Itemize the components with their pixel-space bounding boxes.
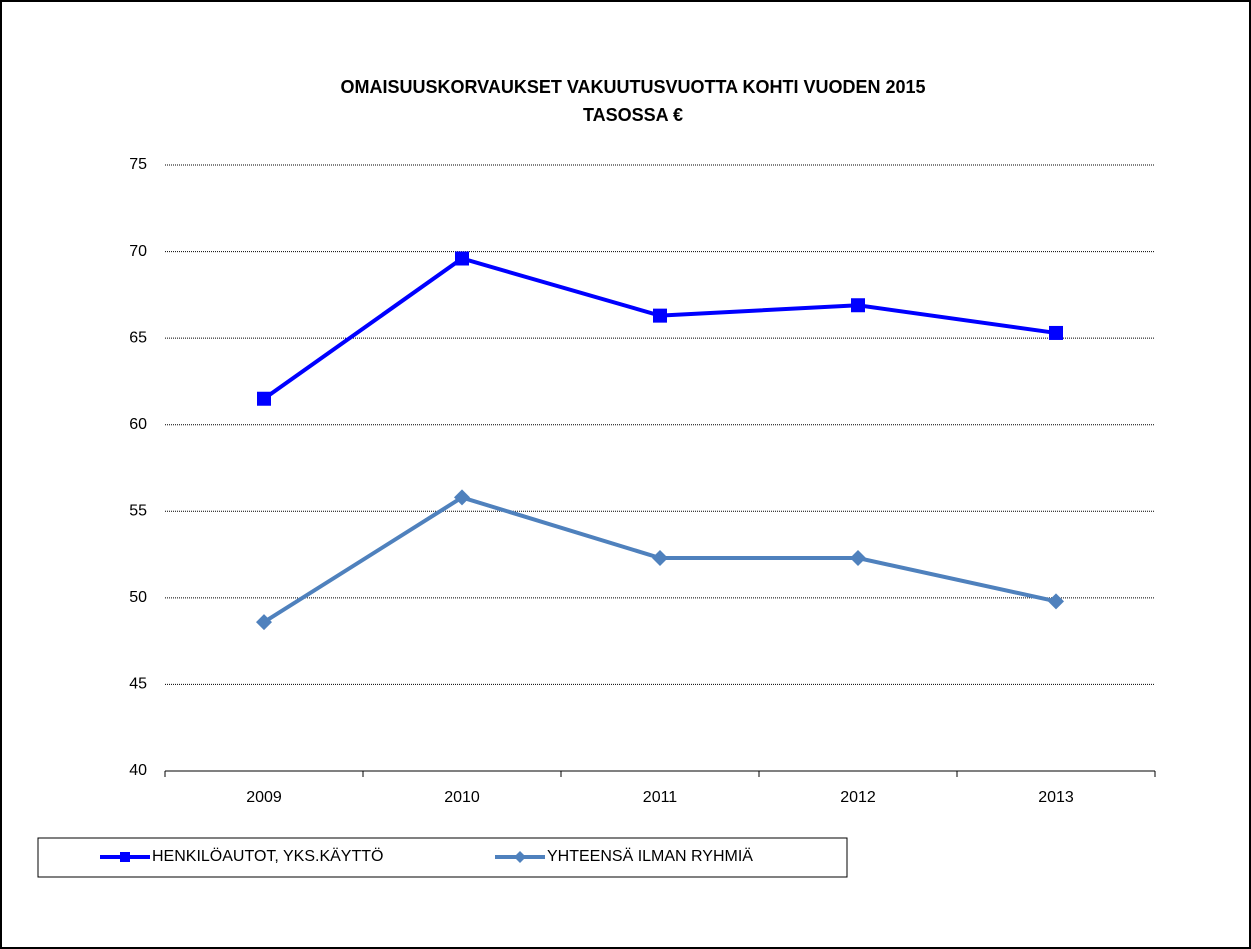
chart-subtitle: TASOSSA € bbox=[583, 105, 683, 125]
y-tick-label: 65 bbox=[129, 329, 147, 346]
legend-marker bbox=[514, 851, 526, 863]
x-tick-label: 2011 bbox=[643, 789, 678, 806]
y-tick-label: 50 bbox=[129, 589, 147, 606]
x-tick-label: 2012 bbox=[840, 789, 876, 806]
legend-box bbox=[37, 837, 848, 878]
data-point bbox=[653, 308, 667, 323]
data-point bbox=[256, 614, 272, 631]
data-point bbox=[850, 550, 866, 567]
y-tick-label: 55 bbox=[129, 503, 147, 520]
y-tick-label: 75 bbox=[129, 156, 147, 173]
x-tick-label: 2009 bbox=[246, 789, 282, 806]
data-point bbox=[1049, 325, 1063, 340]
data-point bbox=[1048, 593, 1064, 610]
legend-label: YHTEENSÄ ILMAN RYHMIÄ bbox=[547, 847, 753, 865]
data-point bbox=[257, 391, 271, 406]
legend-label: HENKILÖAUTOT, YKS.KÄYTTÖ bbox=[152, 847, 383, 865]
y-tick-label: 70 bbox=[129, 243, 147, 260]
chart-title: OMAISUUSKORVAUKSET VAKUUTUSVUOTTA KOHTI … bbox=[340, 77, 925, 97]
y-tick-label: 40 bbox=[129, 762, 147, 779]
y-tick-label: 45 bbox=[129, 676, 147, 693]
legend-marker bbox=[120, 852, 130, 862]
data-point bbox=[455, 251, 469, 266]
y-tick-label: 60 bbox=[129, 416, 147, 433]
data-point bbox=[454, 489, 470, 506]
x-tick-label: 2013 bbox=[1038, 789, 1074, 806]
data-point bbox=[851, 298, 865, 313]
x-tick-label: 2010 bbox=[444, 789, 480, 806]
data-point bbox=[652, 550, 668, 567]
